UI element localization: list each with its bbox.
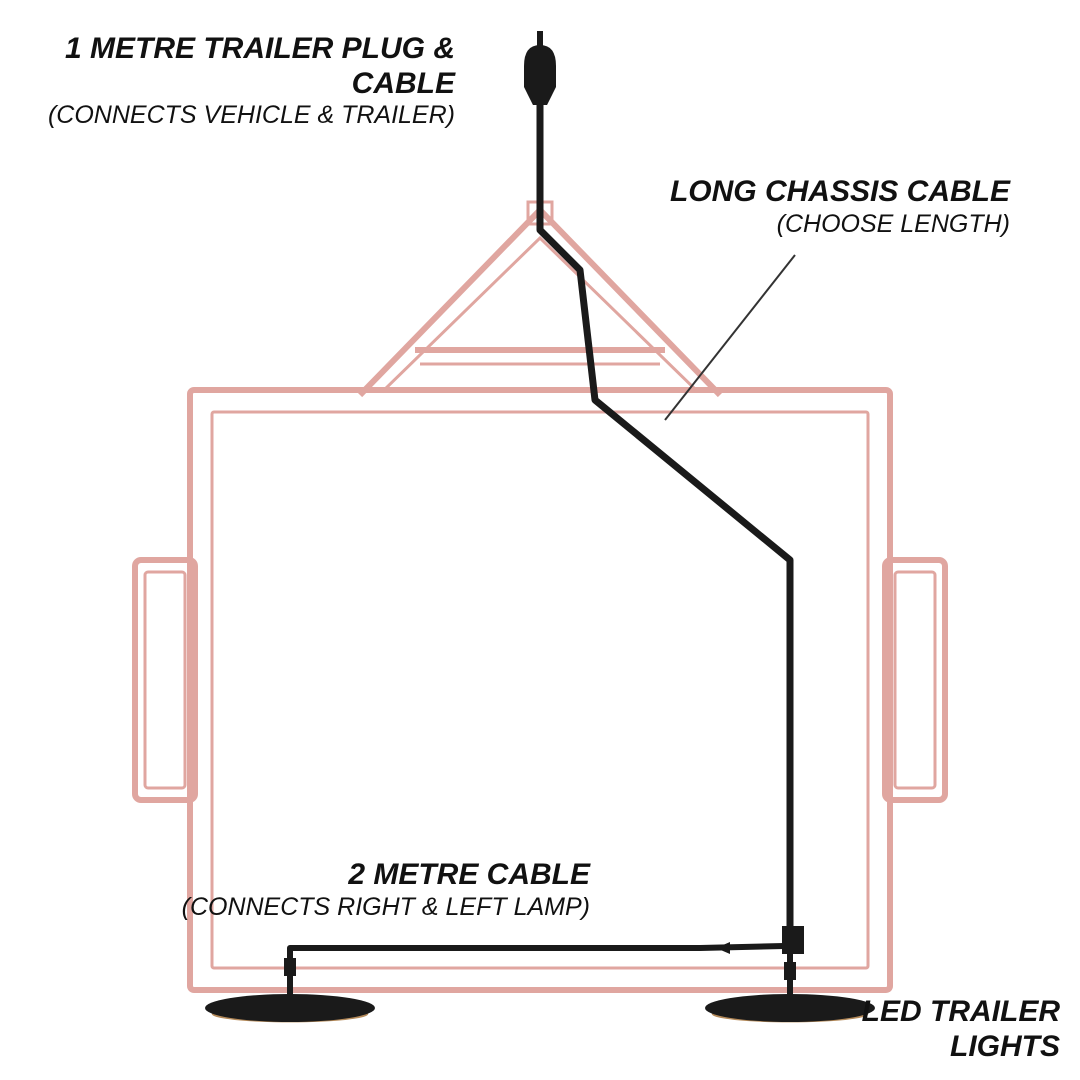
label-led-lights: LED TRAILER LIGHTS	[830, 995, 1060, 1064]
label-plug-sub: (CONNECTS VEHICLE & TRAILER)	[0, 101, 455, 130]
label-chassis-cable: LONG CHASSIS CABLE (CHOOSE LENGTH)	[570, 175, 1010, 238]
cable-left-connector	[284, 958, 296, 976]
label-cross-cable: 2 METRE CABLE (CONNECTS RIGHT & LEFT LAM…	[80, 858, 590, 921]
label-plug-cable: 1 METRE TRAILER PLUG & CABLE (CONNECTS V…	[0, 32, 455, 130]
label-cross-bold: 2 METRE CABLE	[80, 858, 590, 893]
label-cross-sub: (CONNECTS RIGHT & LEFT LAMP)	[80, 893, 590, 922]
led-light-left	[205, 994, 375, 1022]
label-lights-bold: LED TRAILER LIGHTS	[830, 995, 1060, 1064]
trailer-plug-icon	[524, 45, 556, 105]
fender-left-inner	[145, 572, 185, 788]
label-plug-bold: 1 METRE TRAILER PLUG & CABLE	[0, 32, 455, 101]
fender-right-inner	[895, 572, 935, 788]
hitch-inner	[382, 238, 698, 392]
trailer-plug-pin	[537, 31, 543, 47]
cross-cable-connector	[716, 942, 730, 954]
cable-right-connector	[784, 962, 796, 980]
callout-line-chassis	[665, 255, 795, 420]
label-chassis-sub: (CHOOSE LENGTH)	[570, 210, 1010, 239]
label-chassis-bold: LONG CHASSIS CABLE	[570, 175, 1010, 210]
